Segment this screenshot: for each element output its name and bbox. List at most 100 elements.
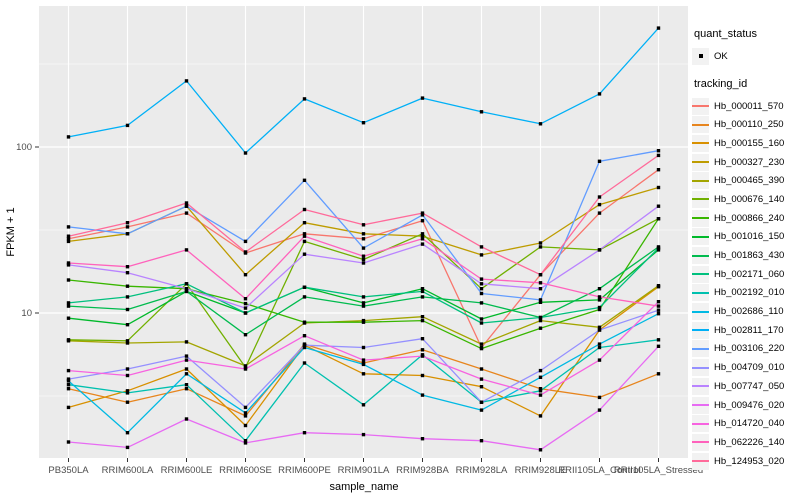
- data-point-marker: [420, 287, 425, 291]
- legend-item-label: Hb_000866_240: [714, 212, 785, 224]
- data-point-marker: [361, 261, 366, 265]
- data-point-marker: [538, 245, 543, 249]
- data-point-marker: [243, 273, 248, 277]
- data-point-marker: [125, 295, 130, 299]
- x-axis-tick-label: RRIM901LA: [338, 465, 390, 476]
- data-point-marker: [361, 345, 366, 350]
- data-point-marker: [597, 342, 602, 346]
- data-point-marker: [66, 304, 71, 308]
- data-point-marker: [420, 437, 425, 441]
- legend-key-box: [692, 452, 709, 470]
- legend-key-box: [692, 134, 709, 152]
- data-point-marker: [656, 149, 661, 153]
- data-point-marker: [125, 225, 130, 229]
- x-axis-tick-label: RRII105LA_Stressed: [614, 465, 703, 476]
- legend-item-Hb_000465_390: Hb_000465_390: [692, 171, 798, 190]
- data-point-marker: [538, 448, 543, 452]
- y-axis-tick-label: 100: [16, 142, 32, 153]
- data-point-marker: [66, 234, 71, 238]
- data-point-marker: [597, 325, 602, 329]
- data-point-marker: [597, 248, 602, 252]
- data-point-marker: [184, 372, 189, 376]
- data-point-marker: [538, 389, 543, 393]
- data-point-marker: [361, 320, 366, 324]
- data-point-marker: [125, 307, 130, 312]
- data-point-marker: [125, 232, 130, 236]
- data-point-marker: [243, 250, 248, 254]
- legend-item-label: Hb_000465_390: [714, 175, 785, 187]
- data-point-marker: [597, 395, 602, 400]
- legend-item-label: Hb_000110_250: [714, 119, 784, 131]
- data-point-marker: [66, 379, 71, 383]
- data-point-marker: [361, 257, 366, 262]
- data-point-marker: [656, 300, 661, 304]
- legend-key-box: [692, 153, 709, 171]
- legend-item-label: Hb_002686_110: [714, 306, 784, 318]
- data-point-marker: [656, 372, 661, 376]
- legend-item-Hb_000676_140: Hb_000676_140: [692, 190, 798, 209]
- data-point-marker: [597, 211, 602, 215]
- legend-key-box: [692, 415, 709, 433]
- data-point-marker: [361, 362, 366, 367]
- data-point-marker: [302, 97, 307, 101]
- data-point-marker: [479, 277, 484, 281]
- data-point-marker: [66, 383, 71, 387]
- data-point-marker: [66, 301, 71, 305]
- data-point-marker: [243, 411, 248, 415]
- data-point-marker: [243, 306, 248, 310]
- data-point-marker: [243, 333, 248, 337]
- legend-key-line-icon: [692, 385, 709, 388]
- legend-key-box: [692, 172, 709, 190]
- data-point-marker: [420, 354, 425, 358]
- data-point-marker: [656, 312, 661, 316]
- data-point-marker: [420, 219, 425, 223]
- legend-key-box: [692, 190, 709, 208]
- legend-item-Hb_124953_020: Hb_124953_020: [692, 452, 798, 471]
- legend-item-Hb_003106_220: Hb_003106_220: [692, 340, 798, 359]
- legend-key-line-icon: [692, 460, 709, 463]
- legend-key-line-icon: [692, 235, 709, 238]
- data-point-marker: [125, 431, 130, 435]
- data-point-marker: [184, 354, 189, 358]
- data-point-marker: [184, 79, 189, 83]
- legend-key-box: [692, 116, 709, 134]
- x-axis-tick-label: RRIM600LE: [161, 465, 213, 476]
- data-point-marker: [125, 445, 130, 450]
- data-point-marker: [243, 367, 248, 371]
- data-point-marker: [656, 185, 661, 190]
- data-point-marker: [302, 295, 307, 299]
- y-axis-tick-label: 10: [21, 308, 32, 319]
- data-point-marker: [538, 318, 543, 323]
- data-point-marker: [420, 96, 425, 100]
- data-point-marker: [479, 317, 484, 321]
- legend-key-box: [692, 396, 709, 414]
- legend-item-Hb_002192_010: Hb_002192_010: [692, 284, 798, 303]
- data-point-marker: [597, 202, 602, 207]
- legend-item-Hb_000110_250: Hb_000110_250: [692, 115, 798, 134]
- data-point-marker: [538, 298, 543, 302]
- data-point-marker: [420, 348, 425, 352]
- data-point-marker: [597, 195, 602, 199]
- data-point-marker: [302, 239, 307, 244]
- x-axis-tick-label: PB350LA: [48, 465, 89, 476]
- legend-key-box: [692, 377, 709, 395]
- data-point-marker: [184, 367, 189, 371]
- data-point-marker: [243, 151, 248, 155]
- data-point-marker: [66, 237, 71, 241]
- data-point-marker: [538, 315, 543, 320]
- data-point-marker: [656, 248, 661, 252]
- data-point-marker: [420, 393, 425, 397]
- data-point-marker: [66, 278, 71, 282]
- point-marker-icon: [698, 54, 703, 59]
- legend-item-label: Hb_002171_060: [714, 268, 785, 280]
- data-point-marker: [184, 289, 189, 294]
- data-point-marker: [361, 246, 366, 250]
- data-point-marker: [66, 387, 71, 391]
- data-point-marker: [479, 367, 484, 371]
- legend-item-Hb_004709_010: Hb_004709_010: [692, 358, 798, 377]
- data-point-marker: [66, 377, 71, 381]
- data-point-marker: [656, 344, 661, 348]
- data-point-marker: [361, 358, 366, 362]
